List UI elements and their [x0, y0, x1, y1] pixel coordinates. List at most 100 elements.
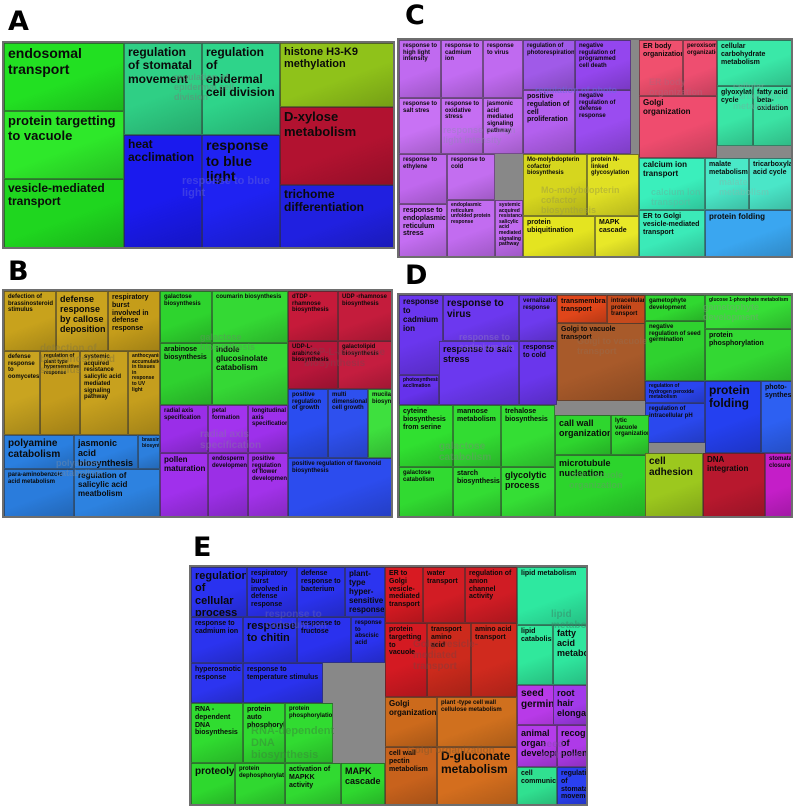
treemap-cell-defense-response-to-oomycetes: defense response to oomycetes: [4, 351, 40, 435]
treemap-cell-label: cell adhesion: [649, 456, 693, 479]
treemap-cell-malate-metabolism: malate metabolism: [705, 158, 749, 210]
treemap-cell-label: proteolysis: [195, 766, 235, 777]
treemap-cell-protein-targetting-to-vacuole: protein targetting to vacuole: [385, 623, 427, 697]
treemap-cell-label: positive regulation of flower developmen…: [252, 456, 288, 483]
treemap-cell-regulation-of-stomatal-movement: regulation of stomatal movement: [557, 767, 586, 804]
treemap-cell-respiratory-burst-involved-in-defense-response: respiratory burst involved in defense re…: [108, 291, 160, 351]
treemap-cell-positive-regulation-of-cell-proliferation: positive regulation of cell proliferatio…: [523, 90, 575, 154]
treemap-cell-protein-dephosphorylation: protein dephosphorylation: [235, 763, 285, 804]
treemap-cell-label: recognation of pollen: [561, 728, 588, 759]
treemap-cell-response-to-cold: response to cold: [519, 341, 557, 405]
treemap-cell-trichome-differentiation: trichome differentiation: [280, 185, 393, 247]
treemap-cell-gametophyte-development: gametophyte development: [645, 295, 705, 321]
treemap-e: regulation of cellular process respirator…: [189, 565, 588, 806]
treemap-cell-label: mannose metabolism: [457, 408, 496, 423]
treemap-cell-calcium-ion-transport: calcium ion transport: [639, 158, 705, 210]
treemap-cell-label: protein phosphorylation: [289, 706, 333, 719]
treemap-cell-label: MAPK cascade: [599, 219, 627, 234]
treemap-cell-label: intracellular protein transport: [611, 298, 645, 318]
treemap-cell-label: hyperosmotic response: [195, 666, 241, 681]
treemap-cell-label: DNA integration: [707, 455, 749, 473]
treemap-cell-golgi-organization: Golgi organization: [385, 697, 437, 747]
treemap-cell-label: response to salt stress: [443, 344, 513, 365]
treemap-cell-label: activation of MAPKK activity: [289, 766, 331, 789]
treemap-cell-golgi-organization: Golgi organization: [639, 96, 717, 158]
treemap-cell-label: indole glucosinolate catabolism: [216, 345, 268, 372]
treemap-cell-label: brassinosteroid biosynthesis: [142, 437, 160, 449]
treemap-cell-stomatal-closure: stomatal closure: [765, 453, 791, 516]
treemap-cell-label: jasmonic acid mediated signaling pathway: [487, 101, 514, 134]
treemap-cell-label: positive regulation of flavonoid biosynt…: [292, 461, 382, 474]
treemap-cell-label: response to chitin: [247, 620, 296, 645]
treemap-cell-label: protein auto phosphorylation: [247, 706, 284, 729]
treemap-cell-label: plant-type hyper-sensitive response: [349, 569, 385, 614]
treemap-cell-label: systemic acquired resistance salicylic a…: [499, 202, 523, 248]
treemap-cell-root-hair-elongation: root hair elongation: [553, 685, 586, 725]
treemap-cell-label: protein targetting to vacuole: [389, 626, 422, 657]
treemap-cell-regulation-of-epidermal-cell-division: regulation of epidermal cell division: [202, 43, 280, 135]
treemap-cell-label: transport amino acid: [431, 626, 462, 649]
treemap-cell-label: glyoxylate cycle: [721, 89, 753, 104]
treemap-cell-label: gametophyte development: [649, 298, 687, 311]
treemap-cell-label: ER to Golgi vesicle-mediated transport: [643, 213, 700, 236]
treemap-cell-label: mucilage biosynthesis: [372, 392, 392, 405]
treemap-cell-label: trichome differentiation: [284, 187, 364, 215]
treemap-cell-label: respiratory burst involved in defense re…: [112, 294, 149, 333]
treemap-cell-mannose-metabolism: mannose metabolism: [453, 405, 501, 467]
treemap-cell-mapk-cascade: MAPK cascade: [341, 763, 385, 804]
treemap-cell-regulation-of-salicylic-acid-meatbolism: regulation of salicylic acid meatbolism: [74, 469, 160, 516]
treemap-cell-protein-auto-phosphorylation: protein auto phosphorylation: [243, 703, 285, 763]
treemap-cell-regulation-of-intracellular-ph: regulation of intracellular pH: [645, 403, 705, 443]
treemap-cell-label: response to ethylene: [403, 157, 438, 170]
panel-letter-d: D: [405, 260, 428, 291]
treemap-cell-response-to-oxidative-stress: response to oxidative stress: [441, 98, 483, 154]
treemap-cell-response-to-blue-light: response to blue light: [202, 135, 280, 247]
treemap-cell-label: endosomal transport: [8, 45, 82, 77]
treemap-cell-endosomal-transport: endosomal transport: [4, 43, 124, 111]
treemap-cell-response-to-cold: response to cold: [447, 154, 495, 200]
treemap-cell-peroxisome-organization: peroxisome organization: [683, 40, 717, 96]
treemap-cell-label: regulation of stomatal movement: [128, 45, 193, 86]
treemap-cell-label: fatty acid beta-oxidation: [757, 89, 789, 112]
treemap-cell-label: endosperm development: [212, 456, 248, 469]
treemap-cell-label: photo-synthesis: [765, 384, 792, 399]
treemap-cell-plant-type-hyper-sensitive-response: plant-type hyper-sensitive response: [345, 567, 385, 617]
treemap-cell-dna-integration: DNA integration: [703, 453, 765, 516]
treemap-cell-water-transport: water transport: [423, 567, 465, 623]
treemap-cell-recognation-of-pollen: recognation of pollen: [557, 725, 588, 767]
treemap-cell-cyteine-biosynthesis-from-serine: cyteine biosynthesis from serine: [399, 405, 453, 467]
panel-letter-a: A: [8, 6, 29, 37]
treemap-cell-label: response to virus: [447, 298, 504, 321]
treemap-cell-endoplasmic-reticulum-unfolded-protein-response: endoplasmic reticulum unfolded protein r…: [447, 200, 495, 256]
treemap-cell-label: ER to Golgi vesicle-mediated transport: [389, 570, 420, 609]
treemap-cell-label: response to high light intensity: [403, 43, 438, 63]
treemap-cell-cellular-carbohydrate-metabolism: cellular carbohydrate metabolism: [717, 40, 791, 86]
treemap-cell-response-to-virus: response to virus: [443, 295, 519, 341]
treemap-cell-label: MAPK cascade: [345, 766, 381, 787]
treemap-cell-label: galactolipid biosynthesis: [342, 344, 379, 357]
treemap-cell-positive-regulation-of-flavonoid-biosynthesis: positive regulation of flavonoid biosynt…: [288, 458, 391, 516]
treemap-cell-label: Mo-molybdopterin cofactor biosynthesis: [527, 157, 580, 177]
treemap-cell-trehalose-biosynthesis: trehalose biosynthesis: [501, 405, 555, 467]
treemap-cell-jasmonic-acid-mediated-signaling-pathway: jasmonic acid mediated signaling pathway: [483, 98, 523, 154]
treemap-cell-glucose-1-phosphate-metabolism: glucose 1-phosphate metabolism: [705, 295, 791, 329]
treemap-cell-label: systemic acquired resistance salicylic a…: [84, 354, 122, 401]
treemap-cell-label: respiratory burst involved in defense re…: [251, 570, 288, 609]
treemap-cell-defense-response-by-callose-deposition: defense response by callose deposition: [56, 291, 108, 351]
treemap-cell-label: lipid metabolism: [521, 570, 577, 577]
treemap-cell-label: response to endoplasmic reticulum stress: [403, 207, 446, 238]
treemap-cell-activation-of-mapkk-activity: activation of MAPKK activity: [285, 763, 341, 804]
treemap-cell-label: radial axis specification: [164, 408, 201, 421]
treemap-cell-photosynthesis-acclimation: photosynthesis acclimation: [399, 375, 439, 405]
treemap-cell-negative-regulation-of-defense-response: negative regulation of defense response: [575, 90, 631, 154]
treemap-cell-mucilage-biosynthesis: mucilage biosynthesis: [368, 389, 392, 458]
treemap-cell-lipid-catabolism: lipid catabolism: [517, 625, 553, 685]
treemap-cell-heat-acclimation: heat acclimation: [124, 135, 202, 247]
treemap-cell-label: longitudinal axis specification: [252, 408, 288, 428]
treemap-cell-label: negative regulation of programmed cell d…: [579, 43, 616, 70]
treemap-d: response to cadmium ion response to virus…: [397, 293, 793, 518]
treemap-cell-coumarin-biosynthesis: coumarin biosynthesis: [212, 291, 288, 343]
treemap-cell-label: plant -type cell wall cellulose metaboli…: [441, 700, 502, 713]
treemap-cell-response-to-cadmium-ion: response to cadmium ion: [441, 40, 483, 98]
treemap-cell-label: UDP -rhamnose biosynthesis: [342, 294, 387, 307]
